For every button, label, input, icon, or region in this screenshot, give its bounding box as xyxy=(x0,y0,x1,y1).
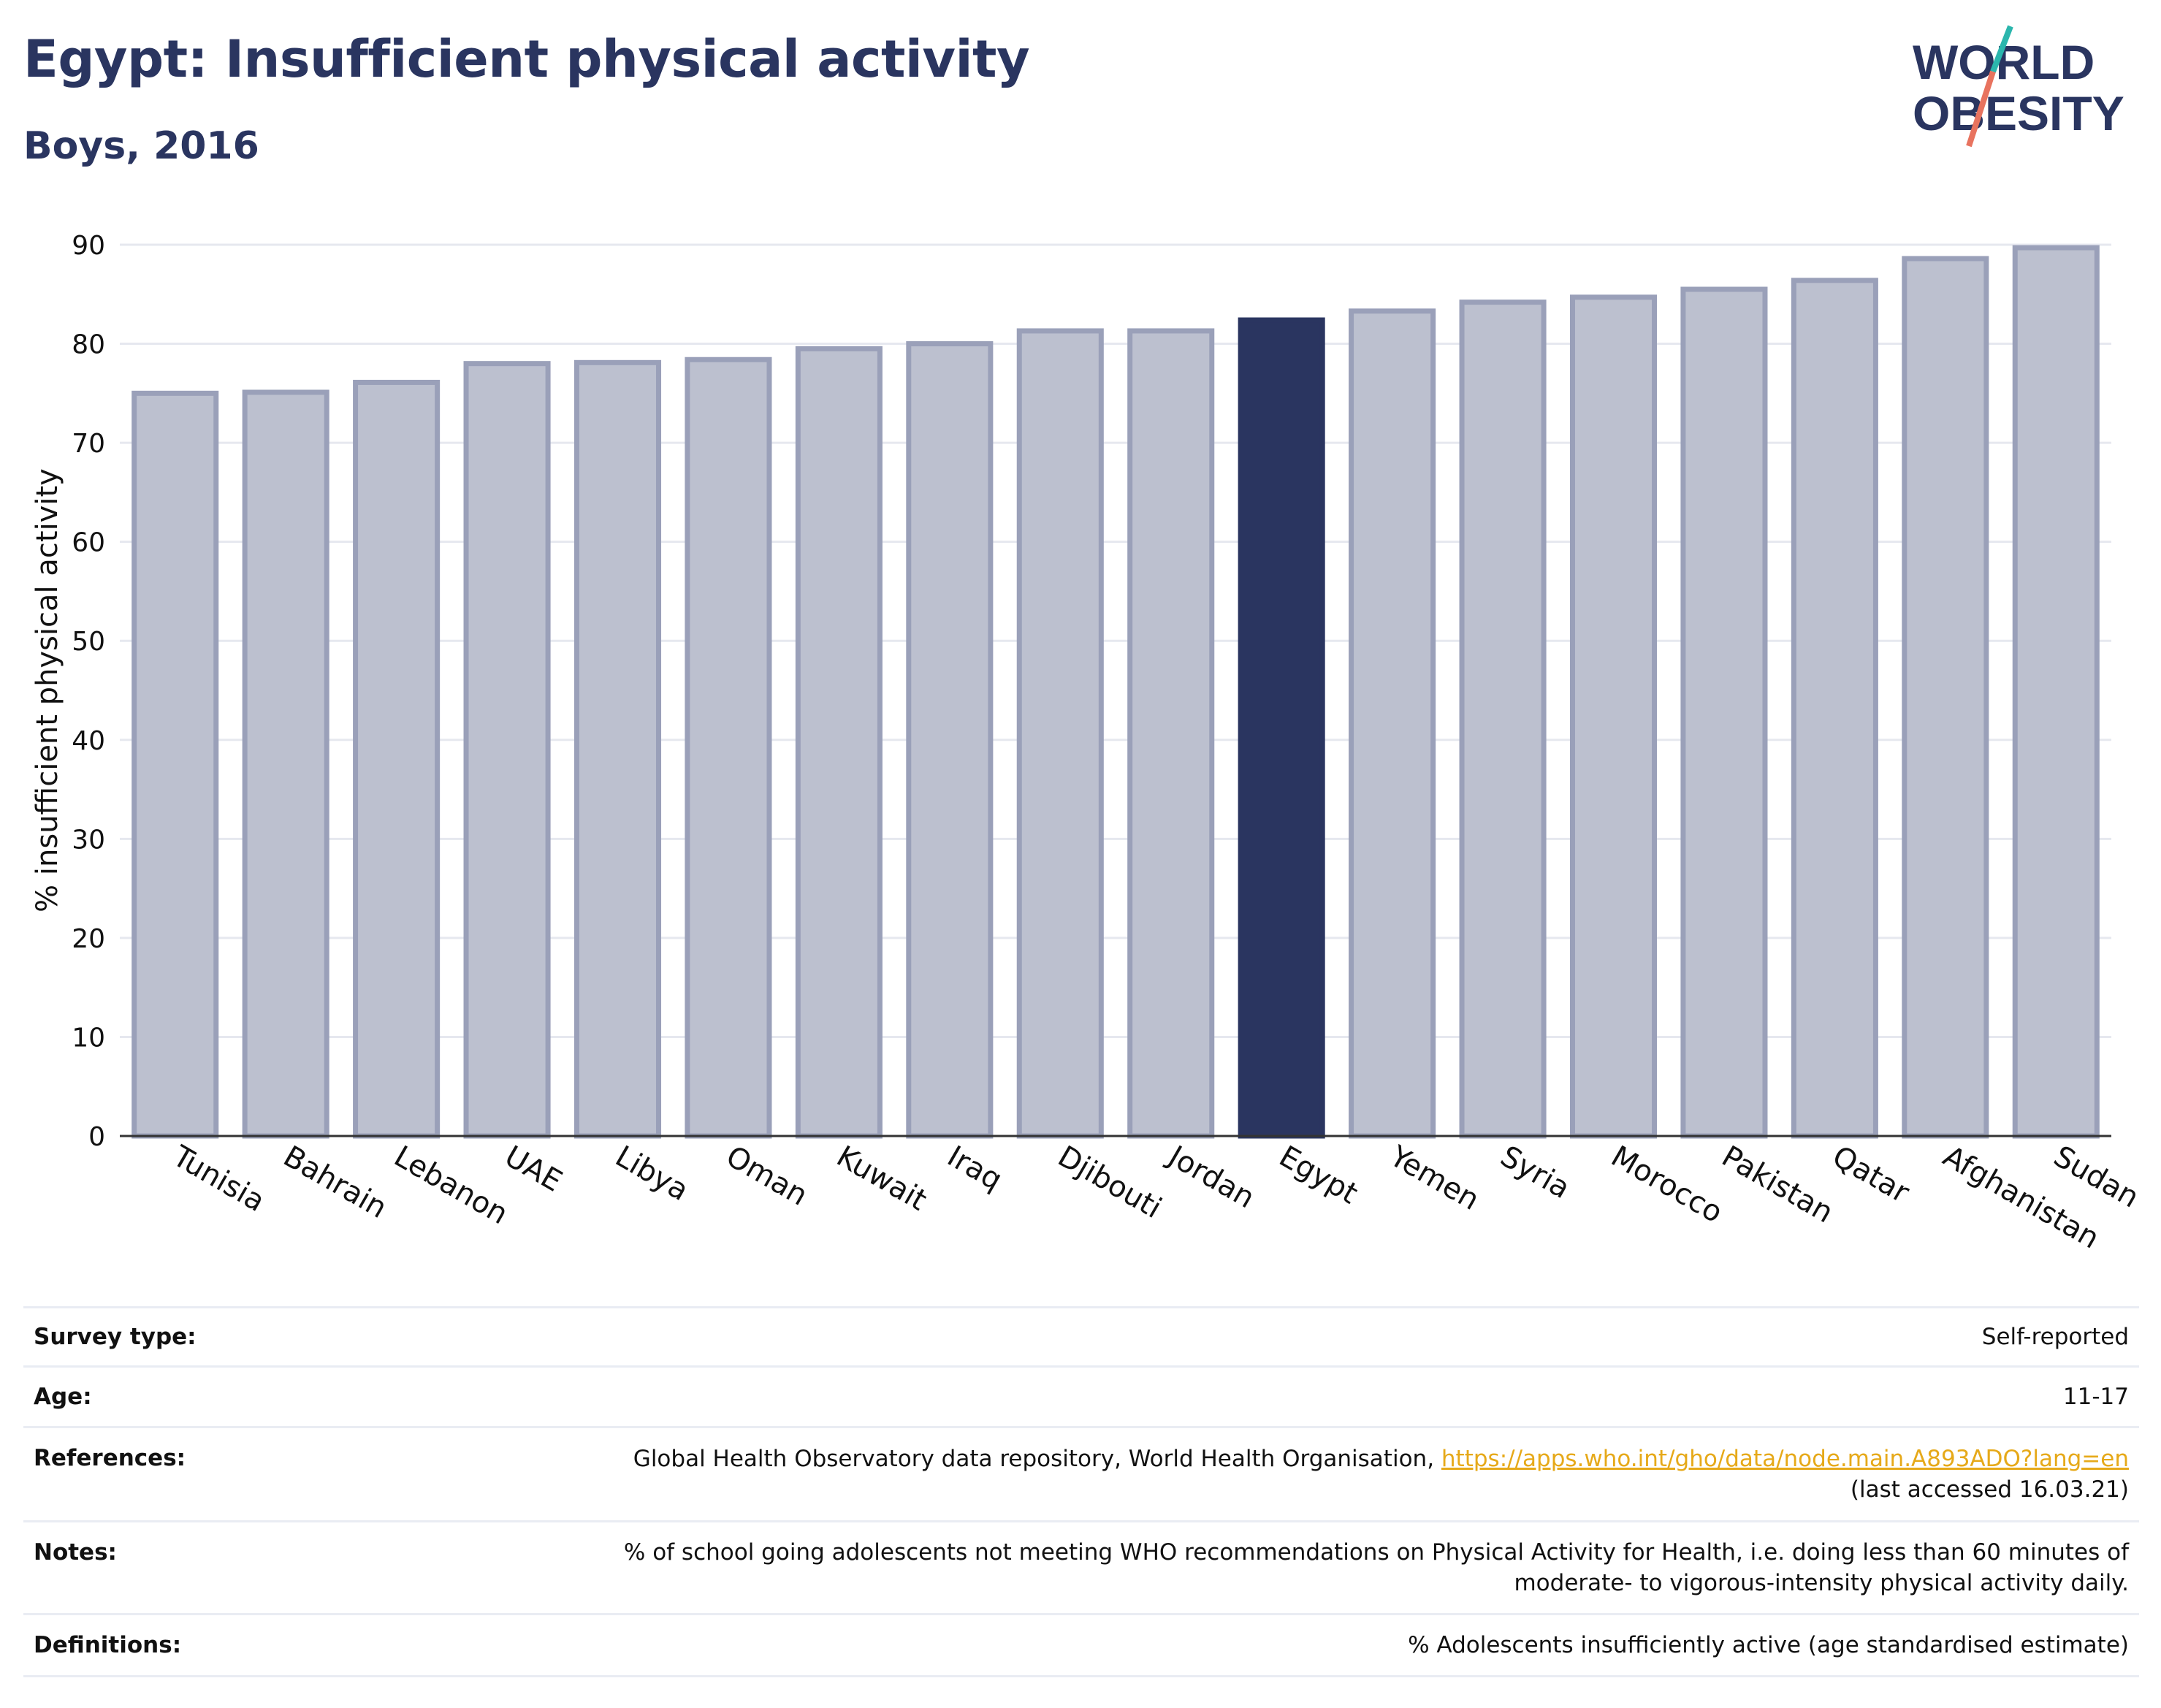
y-tick-label: 80 xyxy=(72,330,105,360)
meta-row-references: References: Global Health Observatory da… xyxy=(23,1426,2139,1520)
bar-iraq xyxy=(906,341,994,1139)
bar-pakistan xyxy=(1680,286,1768,1139)
x-tick-label: Lebanon xyxy=(389,1140,514,1231)
bar-sudan xyxy=(2012,245,2100,1139)
x-tick-label: Iraq xyxy=(942,1140,1008,1197)
bar-qatar xyxy=(1791,278,1878,1139)
bar-tunisia xyxy=(132,390,219,1139)
meta-value: Global Health Observatory data repositor… xyxy=(633,1446,1441,1472)
y-tick-label: 10 xyxy=(72,1023,105,1053)
y-tick-label: 30 xyxy=(72,825,105,855)
meta-value-group: Global Health Observatory data repositor… xyxy=(633,1444,2139,1505)
bar-jordan xyxy=(1127,328,1215,1139)
y-tick-label: 70 xyxy=(72,429,105,459)
logo-slash-top xyxy=(1990,25,2013,73)
bar-kuwait xyxy=(795,346,883,1139)
meta-row-notes: Notes: % of school going adolescents not… xyxy=(23,1520,2139,1613)
y-tick-label: 0 xyxy=(88,1122,105,1152)
x-tick-label: Libya xyxy=(610,1140,695,1208)
meta-row-definitions: Definitions: % Adolescents insufficientl… xyxy=(23,1613,2139,1677)
bar-egypt xyxy=(1238,317,1325,1139)
bar-yemen xyxy=(1349,308,1436,1139)
x-tick-label: UAE xyxy=(499,1140,568,1199)
x-tick-label: Egypt xyxy=(1273,1140,1363,1211)
meta-label: Notes: xyxy=(34,1539,117,1566)
metadata-table: Survey type: Self-reported Age: 11-17 Re… xyxy=(23,1306,2139,1677)
meta-row-survey-type: Survey type: Self-reported xyxy=(23,1306,2139,1365)
x-tick-label: Kuwait xyxy=(831,1140,932,1218)
bar-morocco xyxy=(1569,294,1658,1139)
bar-afghanistan xyxy=(1902,256,1989,1139)
chart-title: Egypt: Insufficient physical activity xyxy=(23,29,1030,89)
bar-bahrain xyxy=(242,389,329,1139)
y-tick-label: 40 xyxy=(72,726,105,756)
meta-value: 11-17 xyxy=(2062,1384,2129,1410)
x-tick-label: Morocco xyxy=(1606,1140,1729,1230)
meta-value: % Adolescents insufficiently active (age… xyxy=(1408,1632,2129,1658)
x-tick-label: Tunisia xyxy=(167,1139,270,1219)
logo-line2: OBESITY xyxy=(1913,86,2124,140)
y-axis-label: % insufficient physical activity xyxy=(31,468,64,912)
meta-value-line2: moderate- to vigorous-intensity physical… xyxy=(1514,1570,2129,1596)
bar-lebanon xyxy=(353,379,441,1139)
y-tick-label: 90 xyxy=(72,231,105,261)
meta-value-line2: (last accessed 16.03.21) xyxy=(1850,1476,2129,1503)
meta-label: References: xyxy=(34,1445,186,1471)
x-tick-label: Pakistan xyxy=(1716,1140,1839,1230)
y-tick-label: 50 xyxy=(72,627,105,657)
meta-value-group: % of school going adolescents not meetin… xyxy=(624,1537,2139,1598)
bar-uae xyxy=(463,361,551,1139)
x-tick-label: Oman xyxy=(720,1140,813,1213)
x-tick-label: Jordan xyxy=(1161,1138,1260,1215)
meta-label: Survey type: xyxy=(34,1324,197,1350)
meta-row-age: Age: 11-17 xyxy=(23,1365,2139,1426)
x-tick-label: Yemen xyxy=(1384,1139,1485,1217)
bar-chart: 0 10 20 30 40 50 60 70 80 90 Tunisia BahrainLebanon… xyxy=(31,231,2144,1256)
meta-label: Age: xyxy=(34,1384,92,1410)
reference-link[interactable]: https://apps.who.int/gho/data/node.main.… xyxy=(1441,1446,2129,1472)
logo-slash-bottom xyxy=(1966,70,1996,148)
bar-libya xyxy=(573,359,662,1139)
world-obesity-logo: WORLD OBESITY xyxy=(1913,25,2124,148)
bar-djibouti xyxy=(1016,328,1104,1139)
x-tick-label: Djibouti xyxy=(1052,1140,1167,1225)
meta-label: Definitions: xyxy=(34,1632,182,1658)
bar-oman xyxy=(685,357,772,1139)
y-tick-label: 60 xyxy=(72,528,105,558)
x-tick-label: Syria xyxy=(1495,1140,1576,1205)
chart-subtitle: Boys, 2016 xyxy=(23,124,259,168)
x-tick-label: Bahrain xyxy=(278,1140,392,1225)
y-tick-label: 20 xyxy=(72,924,105,954)
x-tick-label: Qatar xyxy=(1826,1140,1915,1210)
meta-value: % of school going adolescents not meetin… xyxy=(623,1539,2129,1566)
bar-syria xyxy=(1459,300,1547,1139)
meta-value: Self-reported xyxy=(1981,1324,2129,1350)
